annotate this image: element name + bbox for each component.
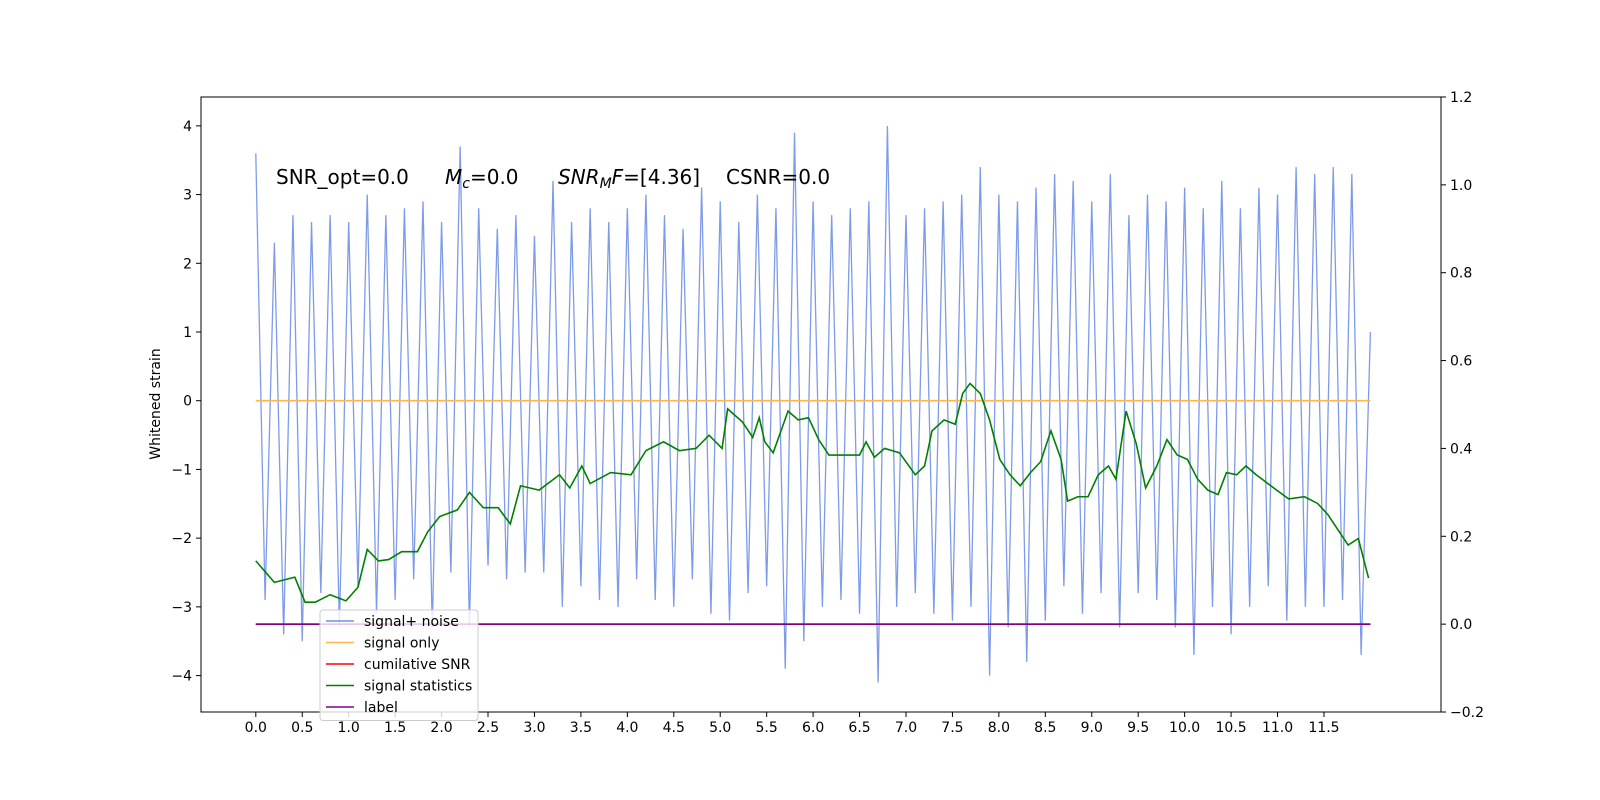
- legend-label: signal+ noise: [364, 614, 459, 630]
- y-tick-label: −1: [171, 462, 192, 478]
- x-tick-label: 2.0: [430, 720, 452, 736]
- axes-frame: [200, 96, 1442, 713]
- x-tick-label: 3.0: [523, 720, 545, 736]
- y2-tick-label: 1.0: [1450, 178, 1472, 194]
- y-tick-label: 4: [183, 119, 192, 135]
- x-tick-label: 2.5: [477, 720, 499, 736]
- y-tick-label: −4: [171, 669, 192, 685]
- legend-label: cumilative SNR: [364, 657, 471, 673]
- annotation: SNR_opt=0.0 Mc=0.0 SNRMF=[4.36] CSNR=0.0: [276, 165, 830, 192]
- annotation-part: =0.0: [470, 165, 519, 189]
- x-tick-label: 1.0: [338, 720, 360, 736]
- y2-tick-label: 0.6: [1450, 354, 1472, 370]
- x-tick-label: 8.5: [1034, 720, 1056, 736]
- y2-tick-label: 0.2: [1450, 529, 1472, 545]
- x-tick-label: 10.0: [1169, 720, 1200, 736]
- y-tick-label: −2: [171, 531, 192, 547]
- x-tick-label: 0.0: [245, 720, 267, 736]
- annotation-part: c: [462, 176, 470, 192]
- x-tick-label: 0.5: [291, 720, 313, 736]
- annotation-part: SNR_opt=0.0: [276, 165, 409, 189]
- y-tick-label: 1: [183, 325, 192, 341]
- y2-tick-label: 1.2: [1450, 90, 1472, 106]
- annotation-part: CSNR=0.0: [726, 165, 830, 189]
- x-tick-label: 8.0: [988, 720, 1010, 736]
- y-tick-label: 0: [183, 394, 192, 410]
- y2-tick-label: 0.8: [1450, 266, 1472, 282]
- y2-tick-label: 0.4: [1450, 441, 1472, 457]
- y2-tick-label: −0.2: [1450, 705, 1484, 721]
- annotation-part: F: [612, 165, 624, 189]
- x-tick-label: 11.0: [1262, 720, 1293, 736]
- x-tick-label: 1.5: [384, 720, 406, 736]
- x-tick-label: 4.5: [663, 720, 685, 736]
- series-line: [255, 382, 1370, 603]
- x-tick-label: 4.0: [616, 720, 638, 736]
- x-tick-label: 7.0: [895, 720, 917, 736]
- y-tick-label: 2: [183, 256, 192, 272]
- annotation-part: SNR: [558, 165, 600, 189]
- y-tick-label: −3: [171, 600, 192, 616]
- x-tick-label: 9.0: [1081, 720, 1103, 736]
- y-tick-label: 3: [183, 188, 192, 204]
- x-tick-label: 3.5: [570, 720, 592, 736]
- x-tick-label: 5.5: [756, 720, 778, 736]
- annotation-part: M: [445, 165, 462, 189]
- series-line: [255, 125, 1372, 683]
- legend-label: signal statistics: [364, 679, 472, 695]
- legend-label: signal only: [364, 636, 439, 652]
- x-tick-label: 10.5: [1215, 720, 1246, 736]
- annotation-part: M: [600, 176, 612, 192]
- x-tick-label: 9.5: [1127, 720, 1149, 736]
- y-axis-label: Whitened strain: [148, 348, 164, 459]
- x-tick-label: 6.5: [848, 720, 870, 736]
- legend-label: label: [364, 700, 398, 716]
- x-tick-label: 11.5: [1308, 720, 1339, 736]
- x-tick-label: 7.5: [941, 720, 963, 736]
- legend-box: [319, 609, 479, 721]
- x-tick-label: 6.0: [802, 720, 824, 736]
- y2-tick-label: 0.0: [1450, 617, 1472, 633]
- x-tick-label: 5.0: [709, 720, 731, 736]
- annotation-part: =[4.36]: [623, 165, 700, 189]
